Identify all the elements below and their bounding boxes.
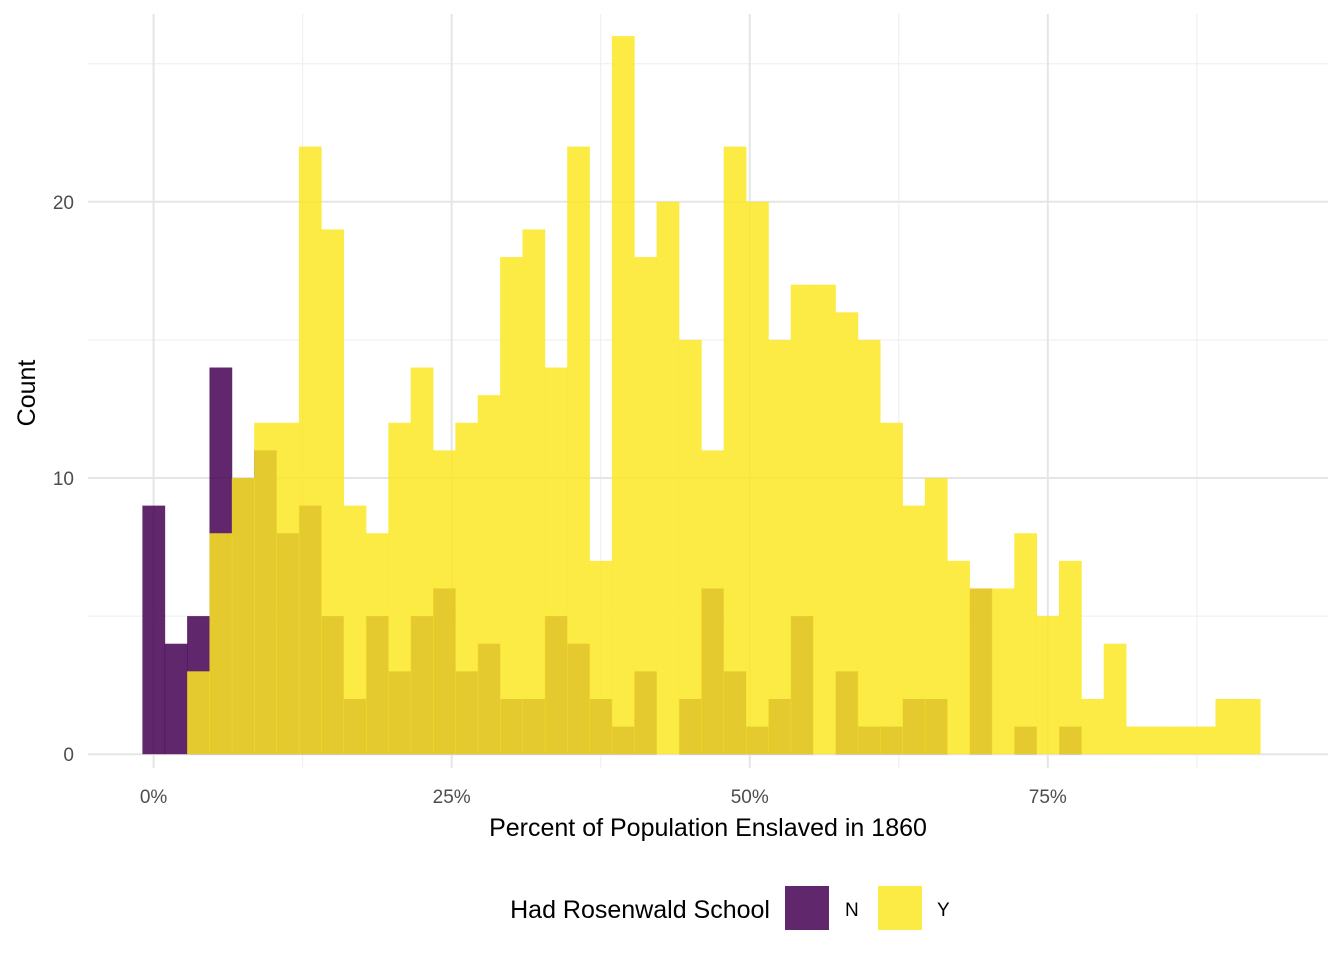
x-tick-label-2: 50%: [731, 787, 769, 808]
bar-y-45: [1148, 726, 1172, 755]
bar-y-47: [1193, 726, 1216, 755]
y-axis-ticks: 0 10 20: [53, 193, 74, 766]
bar-y-29: [790, 284, 814, 755]
bar-y-28: [768, 339, 792, 755]
bar-y-31: [835, 312, 859, 755]
bar-y-3: [209, 533, 233, 755]
x-axis-ticks: 0% 25% 50% 75%: [140, 787, 1067, 808]
bar-n-0: [142, 505, 166, 755]
bar-y-22: [634, 257, 657, 755]
bar-y-49: [1237, 698, 1261, 755]
bar-y-5: [254, 422, 277, 755]
x-tick-label-0: 0%: [140, 787, 168, 808]
bar-y-4: [231, 478, 255, 755]
y-tick-label-2: 20: [53, 193, 74, 214]
bar-y-26: [723, 146, 747, 755]
bar-y-41: [1058, 560, 1082, 755]
bar-y-36: [947, 560, 970, 755]
bar-y-9: [343, 505, 367, 755]
bar-y-38: [991, 588, 1015, 755]
bar-y-35: [924, 478, 948, 755]
bar-y-34: [902, 505, 926, 755]
bar-y-30: [813, 284, 836, 755]
bar-y-12: [410, 367, 434, 755]
bar-y-27: [746, 201, 769, 755]
histogram-bars: [142, 36, 1261, 755]
bar-y-39: [1014, 533, 1038, 755]
bar-y-18: [544, 367, 568, 755]
bar-y-25: [701, 450, 725, 755]
legend-label-y: Y: [937, 900, 950, 921]
legend-label-n: N: [845, 900, 859, 921]
y-axis-title: Count: [13, 360, 41, 427]
bar-y-46: [1170, 726, 1194, 755]
x-tick-label-1: 25%: [433, 787, 471, 808]
bar-y-6: [276, 422, 300, 755]
bar-y-20: [589, 560, 613, 755]
bar-y-11: [388, 422, 412, 755]
series-y: [187, 36, 1261, 755]
bar-y-42: [1081, 698, 1105, 755]
bar-y-48: [1215, 698, 1239, 755]
bar-y-7: [298, 146, 322, 755]
bar-y-32: [857, 339, 881, 755]
legend-key-n: [785, 886, 829, 930]
bar-y-14: [455, 422, 479, 755]
x-axis-title: Percent of Population Enslaved in 1860: [489, 814, 927, 842]
bar-y-23: [656, 201, 680, 755]
y-tick-label-0: 0: [63, 745, 74, 766]
bar-y-19: [567, 146, 590, 755]
bar-y-33: [880, 422, 903, 755]
bar-y-15: [477, 395, 501, 755]
bar-y-37: [969, 588, 993, 755]
bar-y-24: [678, 339, 702, 755]
legend-title: Had Rosenwald School: [510, 896, 770, 924]
legend: Had Rosenwald School N Y: [510, 886, 950, 930]
y-tick-label-1: 10: [53, 469, 74, 490]
bar-y-16: [500, 257, 523, 755]
bar-y-13: [433, 450, 456, 755]
bar-y-44: [1126, 726, 1149, 755]
bar-y-2: [187, 671, 210, 755]
bar-y-10: [365, 533, 389, 755]
bar-y-40: [1036, 616, 1060, 755]
bar-y-17: [522, 229, 546, 755]
legend-key-y: [878, 886, 922, 930]
bar-y-43: [1103, 643, 1127, 755]
bar-n-1: [164, 643, 188, 755]
x-tick-label-3: 75%: [1029, 787, 1067, 808]
bar-y-21: [611, 36, 635, 755]
bar-y-8: [321, 229, 345, 755]
